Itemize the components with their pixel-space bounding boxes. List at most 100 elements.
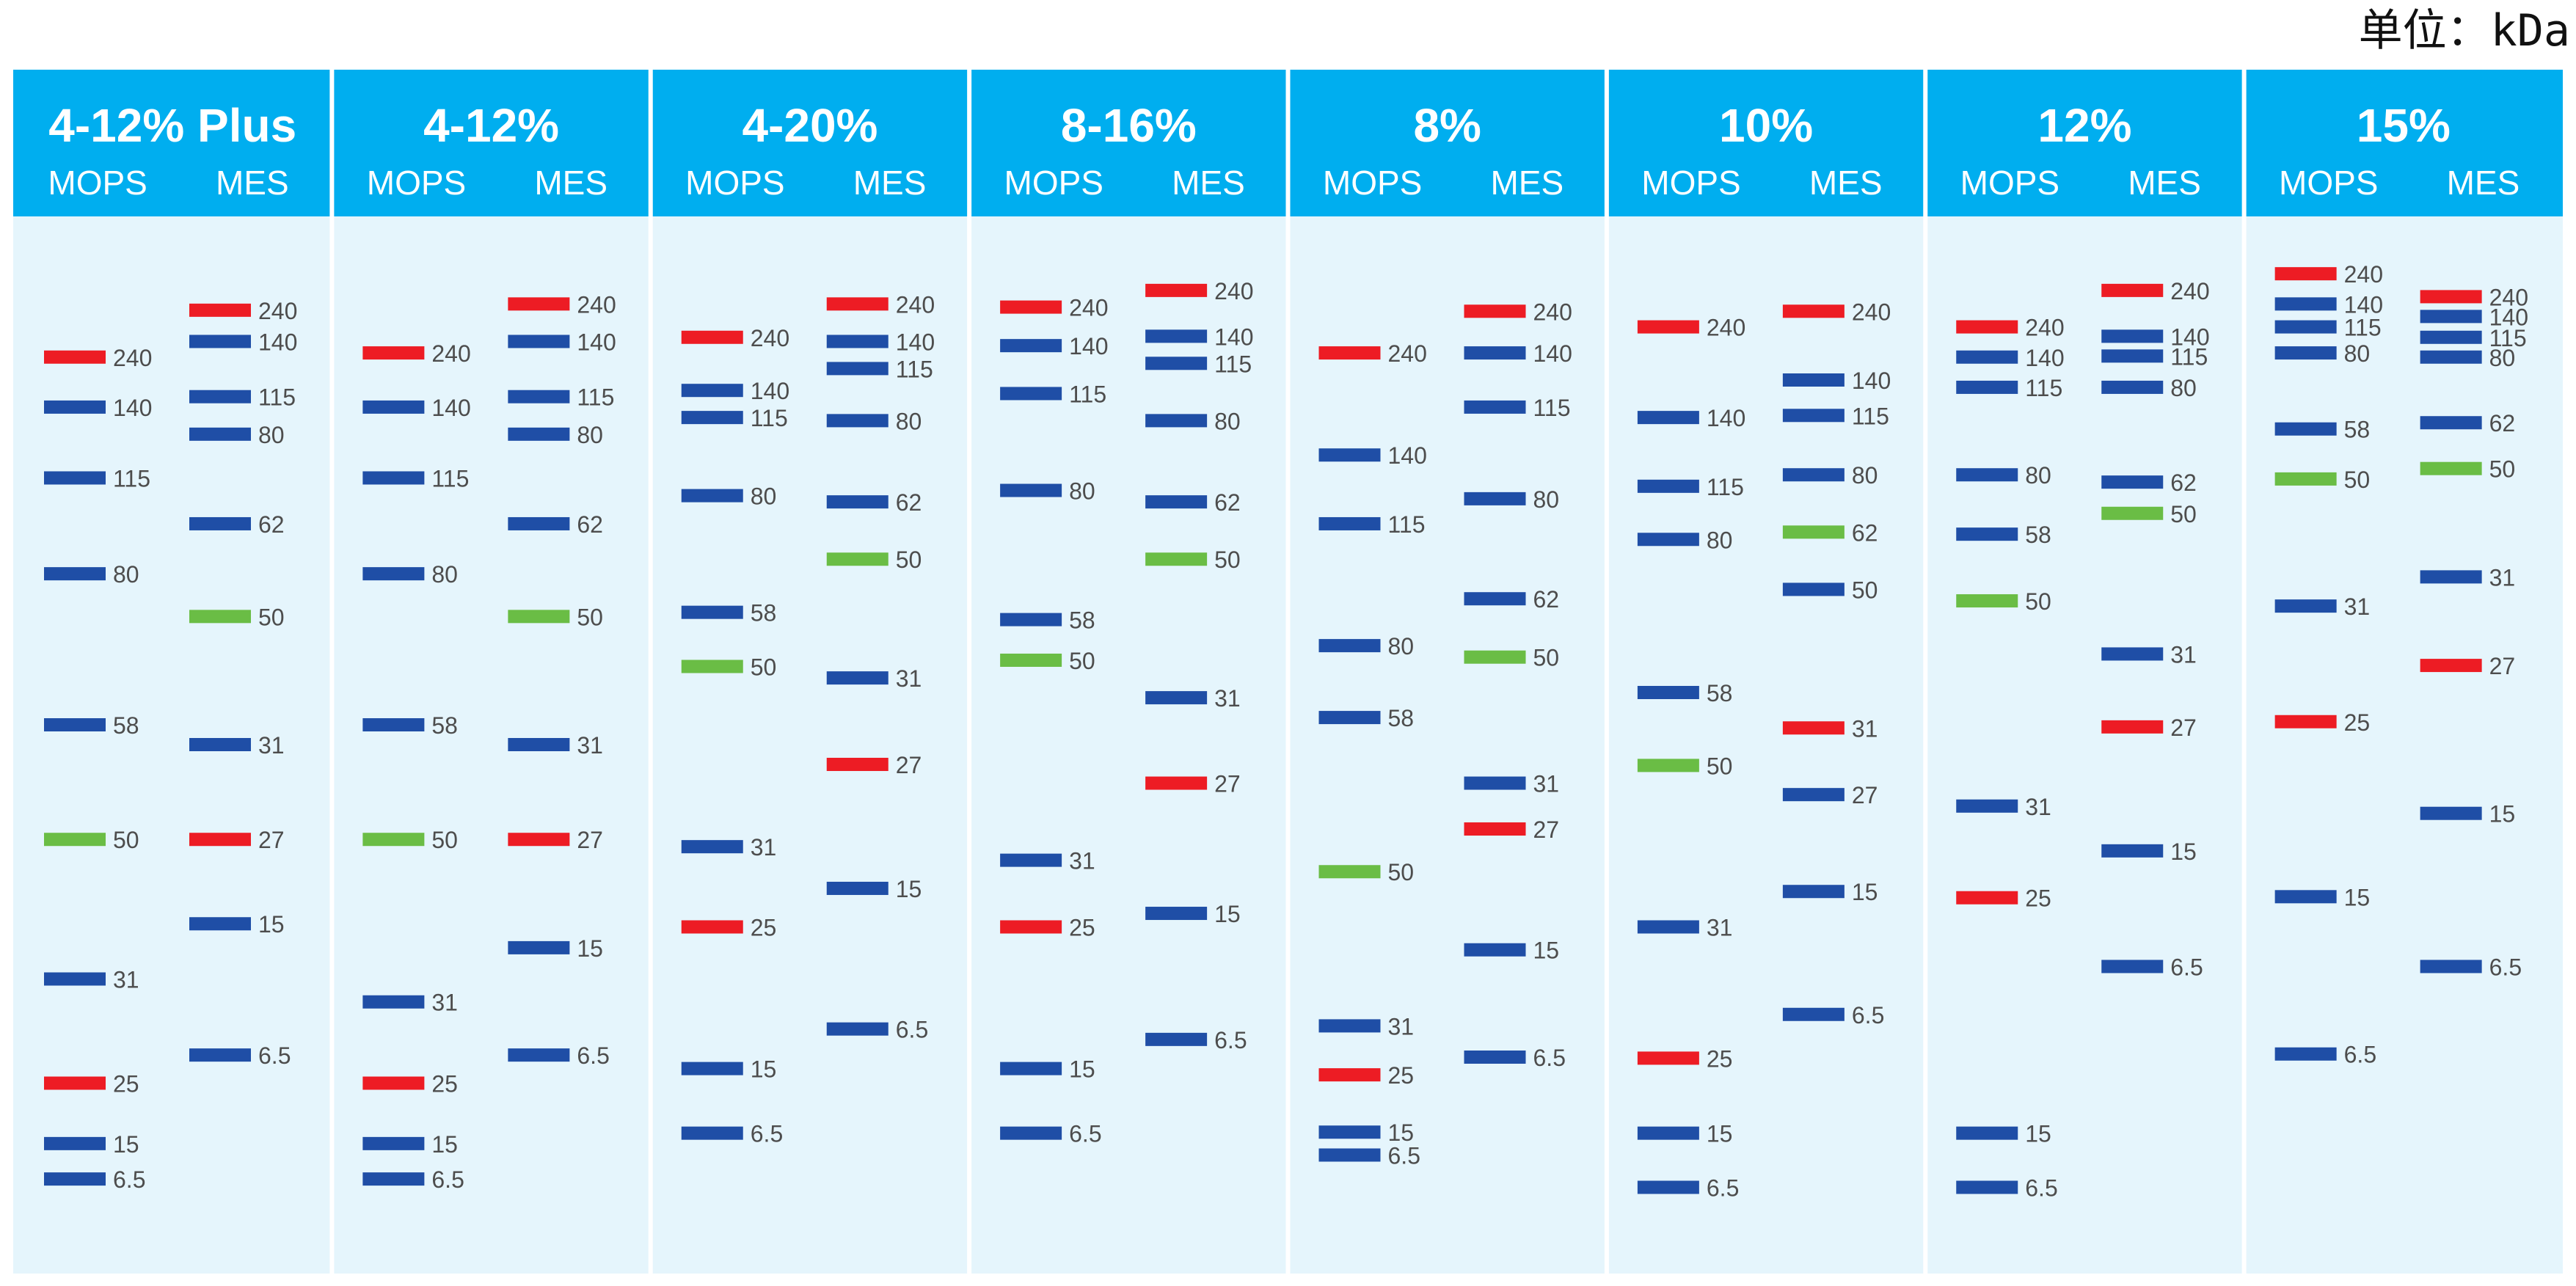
band-label: 31 — [2170, 641, 2197, 668]
marker-band — [2101, 960, 2164, 973]
band-label: 15 — [1533, 938, 1560, 964]
lane-header-mops: MOPS — [2279, 164, 2378, 202]
band-label: 80 — [1214, 408, 1241, 434]
marker-band — [826, 297, 889, 311]
marker-band — [1000, 1062, 1062, 1075]
band-label: 15 — [2489, 801, 2516, 828]
marker-band — [1782, 304, 1845, 318]
band-label: 50 — [2344, 467, 2371, 493]
band-label: 31 — [1533, 771, 1560, 797]
band-label: 31 — [577, 732, 603, 759]
lane-header-mes: MES — [2447, 164, 2520, 202]
band-label: 15 — [1069, 1056, 1095, 1083]
band-label: 140 — [751, 378, 789, 404]
marker-band — [189, 427, 251, 441]
band-label: 27 — [1533, 816, 1560, 843]
marker-band — [1782, 468, 1845, 482]
gel-divider — [1923, 70, 1928, 1274]
lane-header-mes: MES — [1172, 164, 1245, 202]
band-label: 15 — [1214, 901, 1241, 927]
band-label: 6.5 — [1533, 1045, 1566, 1071]
band-label: 58 — [1707, 680, 1733, 706]
marker-band — [1145, 1032, 1208, 1046]
marker-band — [508, 833, 570, 847]
unit-label: 单位：kDa — [2358, 5, 2570, 56]
marker-band — [44, 718, 106, 732]
band-label: 140 — [1214, 324, 1253, 350]
band-label: 58 — [113, 712, 139, 739]
gel-divider — [967, 70, 972, 1274]
band-label: 58 — [431, 712, 458, 739]
marker-band — [1000, 920, 1062, 934]
gel-title-8-16pct: 8-16% — [1061, 99, 1197, 152]
marker-band — [1318, 711, 1381, 725]
band-label: 6.5 — [2025, 1175, 2057, 1202]
marker-band — [2101, 844, 2164, 858]
marker-band — [1145, 776, 1208, 790]
band-label: 80 — [2025, 462, 2051, 489]
marker-band — [508, 516, 570, 530]
band-label: 140 — [2025, 345, 2064, 371]
marker-band — [681, 411, 743, 425]
band-label: 15 — [2170, 839, 2197, 865]
marker-band — [1000, 853, 1062, 867]
marker-band — [1000, 653, 1062, 667]
marker-band — [44, 400, 106, 414]
marker-band — [189, 390, 251, 403]
band-label: 80 — [2344, 340, 2371, 367]
marker-band — [681, 840, 743, 854]
band-label: 140 — [1852, 368, 1891, 394]
band-label: 31 — [751, 834, 777, 861]
band-label: 140 — [2489, 304, 2528, 330]
band-label: 115 — [2025, 375, 2062, 401]
marker-band — [826, 335, 889, 348]
marker-band — [1956, 799, 2018, 813]
band-label: 27 — [1852, 782, 1878, 808]
lane-header-mes: MES — [534, 164, 607, 202]
gel-divider — [329, 70, 335, 1274]
marker-band — [189, 610, 251, 624]
marker-band — [2420, 659, 2482, 673]
marker-band — [2420, 310, 2482, 324]
marker-band — [826, 552, 889, 566]
band-label: 58 — [1388, 705, 1415, 731]
lane-header-mops: MOPS — [1960, 164, 2059, 202]
marker-band — [2101, 647, 2164, 661]
marker-band — [1956, 594, 2018, 608]
gel-title-4-12pct-plus: 4-12% Plus — [48, 99, 296, 152]
band-label: 15 — [431, 1131, 458, 1158]
band-label: 15 — [258, 911, 285, 938]
band-label: 50 — [1214, 547, 1241, 573]
band-label: 6.5 — [2489, 954, 2522, 980]
band-label: 15 — [2025, 1121, 2051, 1147]
marker-band — [362, 995, 425, 1009]
band-label: 27 — [1214, 771, 1241, 797]
marker-band — [1637, 1180, 1699, 1194]
gel-divider — [1285, 70, 1291, 1274]
marker-band — [1000, 339, 1062, 353]
marker-band — [44, 972, 106, 986]
marker-band — [1956, 380, 2018, 394]
band-label: 31 — [431, 990, 458, 1016]
marker-band — [1000, 483, 1062, 497]
marker-band — [189, 833, 251, 847]
band-label: 240 — [2344, 261, 2383, 288]
marker-band — [2274, 890, 2337, 904]
marker-band — [1464, 822, 1526, 836]
marker-band — [1000, 613, 1062, 626]
band-label: 31 — [896, 665, 922, 692]
band-label: 50 — [577, 604, 603, 630]
band-label: 62 — [2489, 410, 2516, 436]
band-label: 31 — [113, 967, 139, 993]
marker-band — [2101, 506, 2164, 520]
band-label: 80 — [1707, 527, 1733, 553]
marker-band — [2101, 720, 2164, 734]
marker-band — [681, 920, 743, 934]
band-label: 31 — [258, 732, 285, 759]
marker-band — [362, 400, 425, 414]
band-label: 58 — [1069, 607, 1095, 634]
band-label: 115 — [1214, 351, 1252, 377]
band-label: 62 — [1852, 519, 1878, 546]
band-label: 50 — [1533, 645, 1560, 671]
lane-header-mops: MOPS — [1323, 164, 1422, 202]
